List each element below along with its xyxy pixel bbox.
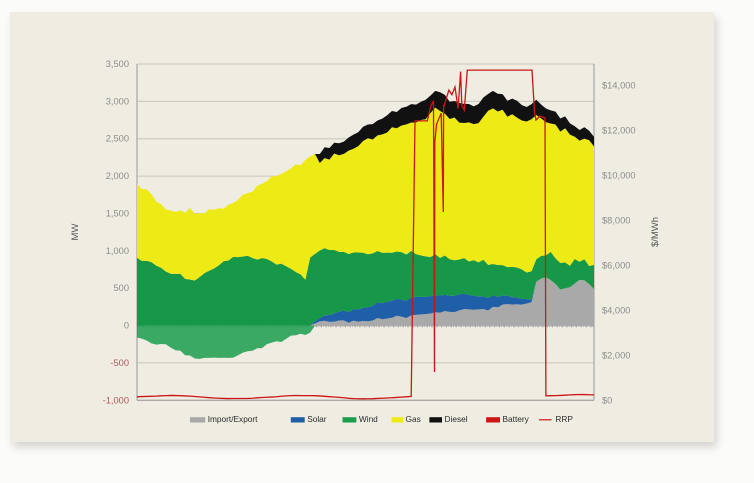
svg-text:$12,000: $12,000 (602, 125, 636, 135)
svg-text:MW: MW (70, 224, 81, 241)
svg-text:$/MWh: $/MWh (650, 217, 661, 247)
svg-text:Wind: Wind (359, 414, 378, 424)
svg-text:500: 500 (113, 283, 129, 293)
svg-text:Import/Export: Import/Export (208, 414, 258, 424)
svg-text:3,500: 3,500 (106, 59, 129, 69)
svg-text:1,500: 1,500 (106, 208, 129, 218)
svg-text:$0: $0 (602, 395, 612, 405)
svg-text:RRP: RRP (555, 414, 573, 424)
svg-text:Diesel: Diesel (445, 414, 468, 424)
svg-text:$10,000: $10,000 (602, 170, 636, 180)
svg-text:0: 0 (124, 321, 129, 331)
svg-text:-500: -500 (110, 358, 129, 368)
svg-text:$14,000: $14,000 (602, 81, 636, 91)
svg-text:Battery: Battery (503, 414, 530, 424)
svg-text:$2,000: $2,000 (602, 350, 630, 360)
svg-text:-1,000: -1,000 (103, 395, 129, 405)
svg-text:1,000: 1,000 (106, 246, 129, 256)
svg-text:Solar: Solar (307, 414, 327, 424)
svg-text:3,000: 3,000 (106, 96, 129, 106)
svg-text:$4,000: $4,000 (602, 305, 630, 315)
svg-text:$8,000: $8,000 (602, 215, 630, 225)
svg-text:2,000: 2,000 (106, 171, 129, 181)
svg-text:2,500: 2,500 (106, 134, 129, 144)
svg-text:Gas: Gas (406, 414, 421, 424)
svg-text:$6,000: $6,000 (602, 260, 630, 270)
